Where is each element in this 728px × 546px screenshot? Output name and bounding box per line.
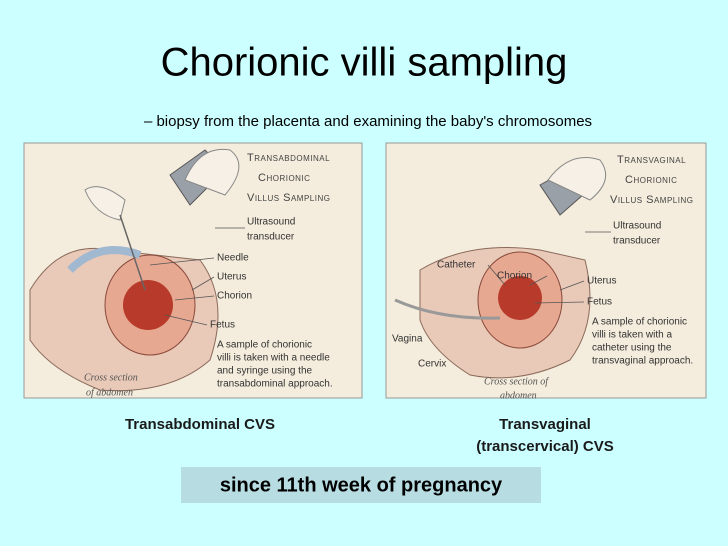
label: transducer bbox=[247, 232, 295, 243]
caption: (transcervical) CVS bbox=[476, 438, 614, 455]
figure-heading: Transabdominal bbox=[247, 152, 330, 164]
figure-heading: Villus Sampling bbox=[247, 192, 330, 204]
label: Ultrasound bbox=[613, 221, 661, 232]
label: Cervix bbox=[418, 359, 446, 370]
note: and syringe using the bbox=[217, 366, 313, 377]
section-label: of abdomen bbox=[86, 387, 133, 398]
note: A sample of chorionic bbox=[217, 340, 312, 351]
label: Fetus bbox=[210, 320, 235, 331]
label: Catheter bbox=[437, 260, 476, 271]
title: Chorionic villi sampling bbox=[161, 41, 568, 85]
subtitle: – biopsy from the placenta and examining… bbox=[144, 113, 592, 130]
label: Chorion bbox=[217, 291, 252, 302]
banner-box bbox=[181, 467, 541, 503]
label: Fetus bbox=[587, 297, 612, 308]
note: villi is taken with a bbox=[592, 330, 672, 341]
label: Ultrasound bbox=[247, 217, 295, 228]
banner: since 11th week of pregnancy bbox=[220, 474, 503, 496]
caption: Transabdominal CVS bbox=[125, 416, 275, 433]
caption: Transvaginal bbox=[499, 416, 591, 433]
section-label: abdomen bbox=[500, 390, 537, 401]
figure-heading: Villus Sampling bbox=[610, 194, 693, 206]
illustration-left: Transabdominal Chorionic Villus Sampling… bbox=[23, 142, 363, 399]
label: Uterus bbox=[587, 276, 616, 287]
section-label: Cross section bbox=[84, 372, 138, 383]
section-label: Cross section of bbox=[484, 376, 549, 387]
label: Chorion bbox=[497, 271, 532, 282]
figure-heading: Transvaginal bbox=[617, 154, 686, 166]
note: transabdominal approach. bbox=[217, 379, 333, 390]
label: Uterus bbox=[217, 272, 246, 283]
label: Vagina bbox=[392, 334, 423, 345]
label: transducer bbox=[613, 236, 661, 247]
figure-heading: Chorionic bbox=[625, 174, 677, 186]
note: A sample of chorionic bbox=[592, 317, 687, 328]
note: villi is taken with a needle bbox=[217, 353, 330, 364]
figure-heading: Chorionic bbox=[258, 172, 310, 184]
note: catheter using the bbox=[592, 343, 672, 354]
note: transvaginal approach. bbox=[592, 356, 693, 367]
illustration-right: Transvaginal Chorionic Villus Sampling U… bbox=[385, 142, 707, 401]
label: Needle bbox=[217, 253, 249, 264]
